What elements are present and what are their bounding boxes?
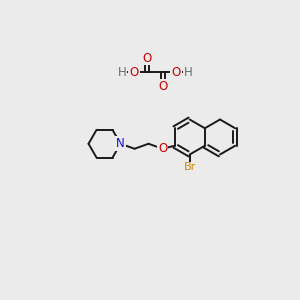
Text: H: H — [118, 65, 126, 79]
Text: O: O — [158, 142, 167, 155]
Text: O: O — [158, 80, 168, 92]
Text: N: N — [116, 137, 125, 150]
Text: O: O — [129, 65, 139, 79]
Text: O: O — [171, 65, 181, 79]
Text: Br: Br — [184, 163, 196, 172]
Text: H: H — [184, 65, 192, 79]
Text: O: O — [142, 52, 152, 64]
Text: N: N — [116, 137, 125, 150]
